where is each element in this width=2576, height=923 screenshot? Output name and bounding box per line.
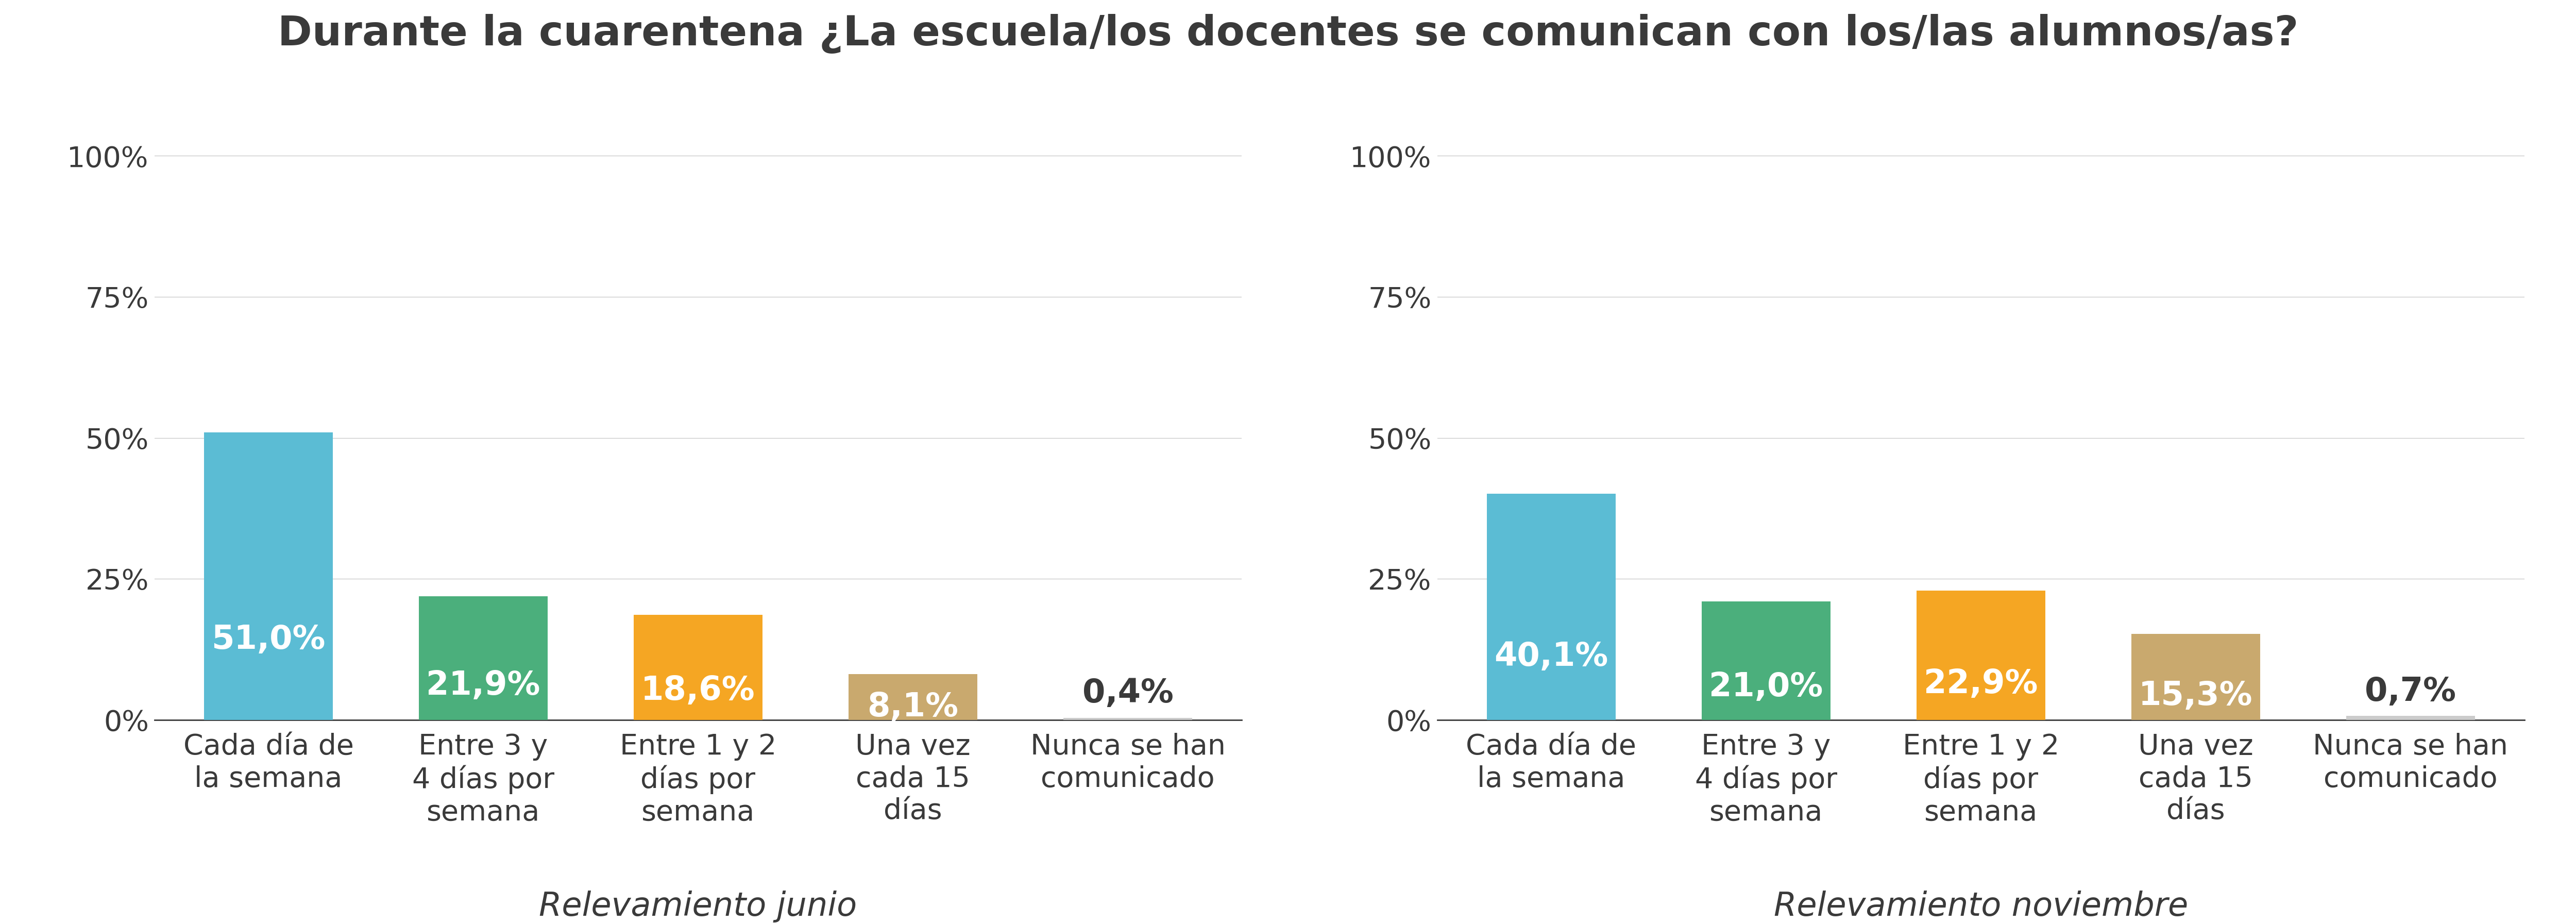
Bar xyxy=(1064,718,1193,720)
Bar xyxy=(2347,716,2476,720)
Bar xyxy=(634,615,762,720)
Text: 8,1%: 8,1% xyxy=(868,691,958,723)
Text: Durante la cuarentena ¿La escuela/los docentes se comunican con los/las alumnos/: Durante la cuarentena ¿La escuela/los do… xyxy=(278,14,2298,54)
Bar xyxy=(848,674,976,720)
Text: 0,4%: 0,4% xyxy=(1082,677,1175,709)
Text: Relevamiento junio: Relevamiento junio xyxy=(538,891,858,922)
Text: 22,9%: 22,9% xyxy=(1924,668,2038,700)
Bar xyxy=(1486,494,1615,720)
Text: Relevamiento noviembre: Relevamiento noviembre xyxy=(1775,891,2187,922)
Bar xyxy=(2130,634,2259,720)
Text: 18,6%: 18,6% xyxy=(641,675,755,706)
Bar xyxy=(204,432,332,720)
Text: 0,7%: 0,7% xyxy=(2365,676,2455,708)
Text: 21,9%: 21,9% xyxy=(425,669,541,701)
Bar xyxy=(1703,602,1832,720)
Bar xyxy=(1917,591,2045,720)
Bar xyxy=(420,596,549,720)
Text: 15,3%: 15,3% xyxy=(2138,680,2254,712)
Text: 51,0%: 51,0% xyxy=(211,623,325,655)
Text: 21,0%: 21,0% xyxy=(1708,671,1824,702)
Text: 40,1%: 40,1% xyxy=(1494,641,1607,673)
